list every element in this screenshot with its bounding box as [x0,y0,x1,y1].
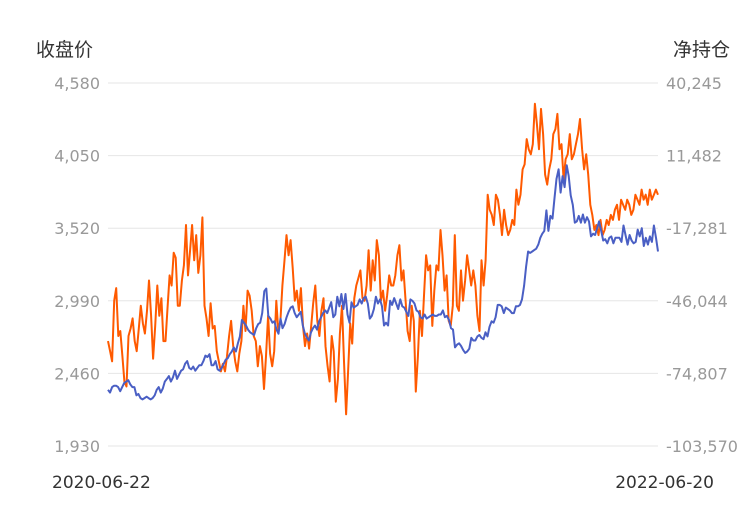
right-axis-ticks: 40,245 11,482 -17,281 -46,044 -74,807 -103,57… [666,74,738,456]
right-tick-label: 11,482 [666,147,722,166]
left-tick-label: 2,990 [54,292,100,311]
left-tick-label: 2,460 [54,364,100,383]
right-tick-label: 40,245 [666,74,722,93]
right-tick-label: -46,044 [666,292,728,311]
series-layer [107,102,659,416]
x-end-label: 2022-06-20 [615,473,714,493]
left-axis-ticks: 4,580 4,050 3,520 2,990 2,460 1,930 [54,74,100,456]
right-tick-label: -74,807 [666,364,728,383]
x-start-label: 2020-06-22 [52,473,151,493]
close-price-line [107,164,659,401]
right-tick-label: -103,570 [666,437,738,456]
left-tick-label: 3,520 [54,219,100,238]
left-tick-label: 4,050 [54,147,100,166]
right-tick-label: -17,281 [666,219,728,238]
grid-lines [108,82,658,447]
left-axis-title: 收盘价 [36,39,93,61]
right-axis-title: 净持仓 [673,39,730,61]
left-tick-label: 1,930 [54,437,100,456]
net-position-line [107,102,659,416]
left-tick-label: 4,580 [54,74,100,93]
